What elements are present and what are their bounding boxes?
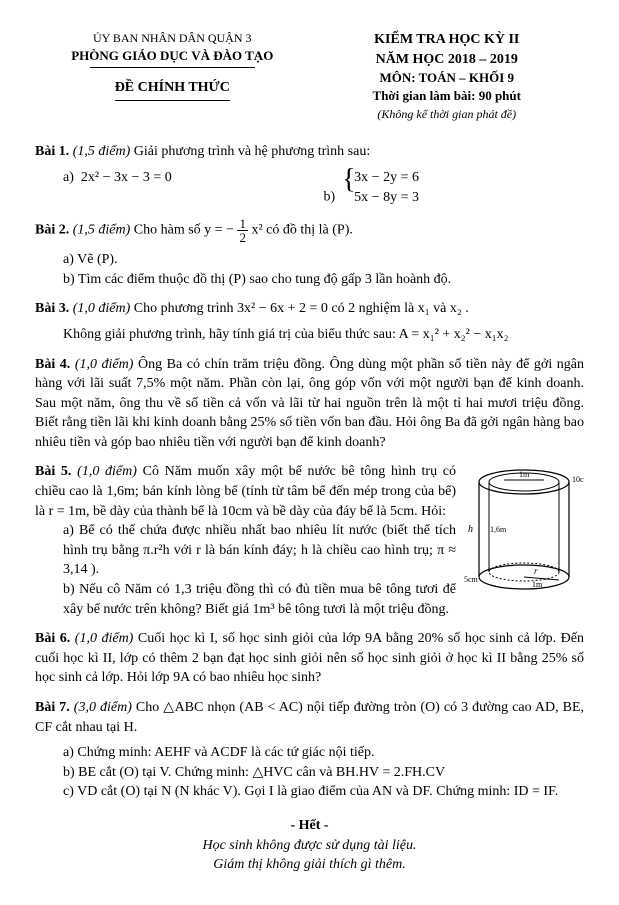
problem-7b: b) BE cắt (O) tại V. Chứng minh: △HVC câ… <box>63 763 584 783</box>
end-marker: - Hết - <box>35 816 584 836</box>
problem-7: Bài 7. (3,0 điểm) Cho △ABC nhọn (AB < AC… <box>35 698 584 737</box>
footer: - Hết - Học sinh không được sử dụng tài … <box>35 816 584 875</box>
label-1m-bot: 1m <box>532 580 543 589</box>
problem-6: Bài 6. (1,0 điểm) Cuối học kì I, số học … <box>35 629 584 688</box>
problem-3-line2: Không giải phương trình, hãy tính giá tr… <box>63 325 584 345</box>
problem-points: (1,0 điểm) <box>73 301 131 316</box>
label-h: h <box>468 524 473 535</box>
official-exam: ĐỀ CHÍNH THỨC <box>115 78 230 101</box>
problem-2a: a) Vẽ (P). <box>63 250 584 270</box>
problem-text-pre: Cho hàm số y = − <box>134 223 234 238</box>
problem-7a: a) Chứng minh: AEHF và ACDF là các tứ gi… <box>63 743 584 763</box>
problem-1: Bài 1. (1,5 điểm) Giải phương trình và h… <box>35 142 584 162</box>
problem-title: Bài 4. <box>35 357 70 372</box>
problem-points: (1,5 điểm) <box>73 144 131 159</box>
problem-2: Bài 2. (1,5 điểm) Cho hàm số y = − 1 2 x… <box>35 217 584 244</box>
problem-3: Bài 3. (1,0 điểm) Cho phương trình 3x² −… <box>35 299 584 319</box>
denominator: 2 <box>237 231 248 244</box>
problem-1b: b) 3x − 2y = 6 5x − 8y = 3 <box>324 168 585 207</box>
exam-title: KIỂM TRA HỌC KỲ II <box>310 30 585 50</box>
equation: 5x − 8y = 3 <box>352 188 419 208</box>
footer-line2: Giám thị không giải thích gì thêm. <box>35 855 584 875</box>
problem-2b: b) Tìm các điểm thuộc đồ thị (P) sao cho… <box>63 270 584 290</box>
problem-text: Giải phương trình và hệ phương trình sau… <box>134 144 370 159</box>
committee-line: ỦY BAN NHÂN DÂN QUẬN 3 <box>35 30 310 47</box>
fraction: 1 2 <box>237 217 248 244</box>
equation: 3x − 2y = 6 <box>352 168 419 188</box>
problem-points: (1,0 điểm) <box>75 357 134 372</box>
part-label: b) <box>324 190 336 205</box>
problem-title: Bài 7. <box>35 700 70 715</box>
problem-1a: a) 2x² − 3x − 3 = 0 <box>63 168 324 188</box>
problem-title: Bài 3. <box>35 301 69 316</box>
system-brace: 3x − 2y = 6 5x − 8y = 3 <box>342 168 419 207</box>
label-r: r <box>534 566 538 576</box>
problem-line1: Cho phương trình 3x² − 6x + 2 = 0 có 2 n… <box>134 301 469 316</box>
duration: Thời gian làm bài: 90 phút <box>310 87 585 105</box>
school-year: NĂM HỌC 2018 – 2019 <box>310 50 585 70</box>
problem-4: Bài 4. (1,0 điểm) Ông Ba có chín trăm tr… <box>35 355 584 453</box>
problem-1-parts: a) 2x² − 3x − 3 = 0 b) 3x − 2y = 6 5x − … <box>63 168 584 207</box>
problem-points: (1,5 điểm) <box>73 223 131 238</box>
cylinder-svg: 1m 10cm h 1,6m 5cm r 1m <box>464 462 584 602</box>
duration-note: (Không kể thời gian phát đề) <box>310 106 585 123</box>
problem-title: Bài 2. <box>35 223 69 238</box>
label-1m-top: 1m <box>519 470 530 479</box>
problem-title: Bài 5. <box>35 464 71 479</box>
problem-5: 1m 10cm h 1,6m 5cm r 1m Bài 5. (1,0 điểm… <box>35 462 584 619</box>
problem-7c: c) VD cắt (O) tại N (N khác V). Gọi I là… <box>63 782 584 802</box>
header-right: KIỂM TRA HỌC KỲ II NĂM HỌC 2018 – 2019 M… <box>310 30 585 122</box>
problem-text-post: x² có đồ thị là (P). <box>251 223 352 238</box>
rule <box>90 67 255 68</box>
label-5cm: 5cm <box>464 575 479 584</box>
problem-points: (1,0 điểm) <box>75 631 134 646</box>
problem-points: (3,0 điểm) <box>74 700 132 715</box>
problem-points: (1,0 điểm) <box>77 464 137 479</box>
footer-line1: Học sinh không được sử dụng tài liệu. <box>35 836 584 856</box>
label-16m: 1,6m <box>490 525 507 534</box>
numerator: 1 <box>237 217 248 231</box>
problem-title: Bài 1. <box>35 144 69 159</box>
part-label: a) <box>63 170 74 185</box>
department-line: PHÒNG GIÁO DỤC VÀ ĐÀO TẠO <box>35 47 310 65</box>
problem-title: Bài 6. <box>35 631 70 646</box>
label-10cm: 10cm <box>572 475 584 484</box>
equation: 2x² − 3x − 3 = 0 <box>81 170 172 185</box>
subject: MÔN: TOÁN – KHỐI 9 <box>310 69 585 87</box>
cylinder-figure: 1m 10cm h 1,6m 5cm r 1m <box>464 462 584 609</box>
exam-header: ỦY BAN NHÂN DÂN QUẬN 3 PHÒNG GIÁO DỤC VÀ… <box>35 30 584 122</box>
header-left: ỦY BAN NHÂN DÂN QUẬN 3 PHÒNG GIÁO DỤC VÀ… <box>35 30 310 122</box>
